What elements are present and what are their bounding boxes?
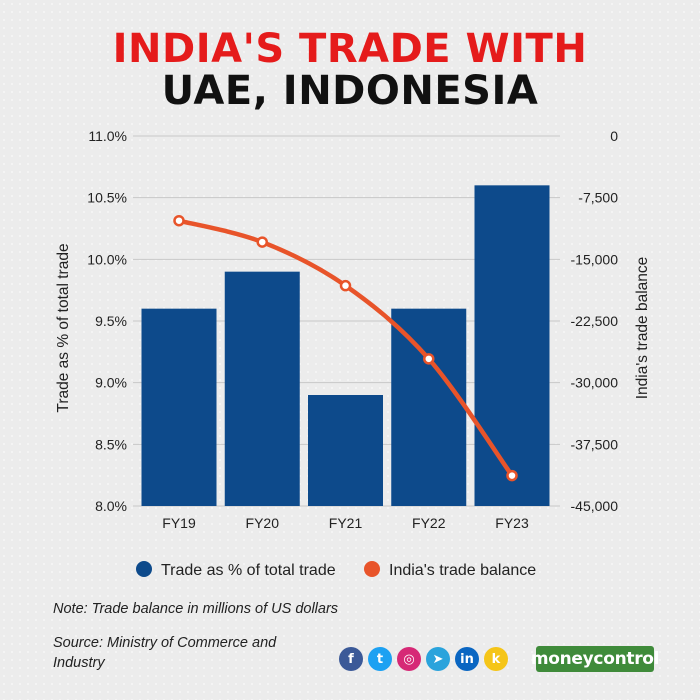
bar-fy22 <box>391 308 467 506</box>
y-right-tick-label: -15,000 <box>571 251 619 267</box>
y-left-tick-label: 11.0% <box>88 128 127 144</box>
twitter-icon[interactable]: t <box>368 647 392 671</box>
telegram-icon[interactable]: ➤ <box>426 647 450 671</box>
social-links: f t ◎ ➤ in k <box>339 647 508 671</box>
y-left-axis-label: Trade as % of total trade <box>55 243 72 412</box>
y-right-tick-label: -45,000 <box>571 498 619 514</box>
trade-balance-point-fy20 <box>256 236 268 248</box>
y-left-tick-label: 8.5% <box>95 436 127 452</box>
x-tick-label: FY21 <box>329 515 363 531</box>
y-left-tick-label: 10.0% <box>87 251 127 267</box>
x-tick-label: FY23 <box>495 515 529 531</box>
y-left-tick-label: 8.0% <box>95 498 127 514</box>
legend-label-trade-balance: India's trade balance <box>389 562 536 579</box>
brand-logo[interactable]: moneycontrol <box>531 646 660 672</box>
bar-fy19 <box>141 308 217 506</box>
legend-marker-trade-share <box>136 561 152 577</box>
y-right-tick-label: -7,500 <box>578 190 618 206</box>
trade-balance-point-fy23 <box>506 469 518 482</box>
legend-marker-trade-balance <box>364 561 380 577</box>
y-right-tick-label: 0 <box>610 128 618 144</box>
koo-icon[interactable]: k <box>484 647 508 671</box>
x-tick-label: FY22 <box>412 515 446 531</box>
bar-fy21 <box>308 395 383 506</box>
y-left-tick-label: 9.5% <box>95 313 127 329</box>
y-right-axis-label: India's trade balance <box>634 257 651 400</box>
title-line-1: INDIA'S TRADE WITH <box>112 26 588 72</box>
source-credit: Source: Ministry of Commerce and Industr… <box>53 635 277 671</box>
y-right-tick-label: -37,500 <box>571 436 619 452</box>
x-tick-label: FY19 <box>162 515 196 531</box>
y-left-tick-label: 9.0% <box>95 375 127 391</box>
trade-balance-point-fy22 <box>423 353 435 365</box>
x-tick-label: FY20 <box>246 515 280 531</box>
y-left-tick-label: 10.5% <box>87 190 127 206</box>
trade-balance-point-fy21 <box>339 279 352 292</box>
y-right-tick-label: -22,500 <box>571 313 619 329</box>
instagram-icon[interactable]: ◎ <box>397 647 421 671</box>
linkedin-icon[interactable]: in <box>455 647 479 671</box>
bar-fy20 <box>224 271 300 506</box>
y-right-tick-label: -30,000 <box>571 375 619 391</box>
title-line-2: UAE, INDONESIA <box>161 68 539 114</box>
bar-fy23 <box>474 185 550 507</box>
footnote: Note: Trade balance in millions of US do… <box>53 601 339 617</box>
trade-balance-point-fy19 <box>173 214 185 227</box>
facebook-icon[interactable]: f <box>339 647 363 671</box>
legend-label-trade-share: Trade as % of total trade <box>161 562 336 579</box>
